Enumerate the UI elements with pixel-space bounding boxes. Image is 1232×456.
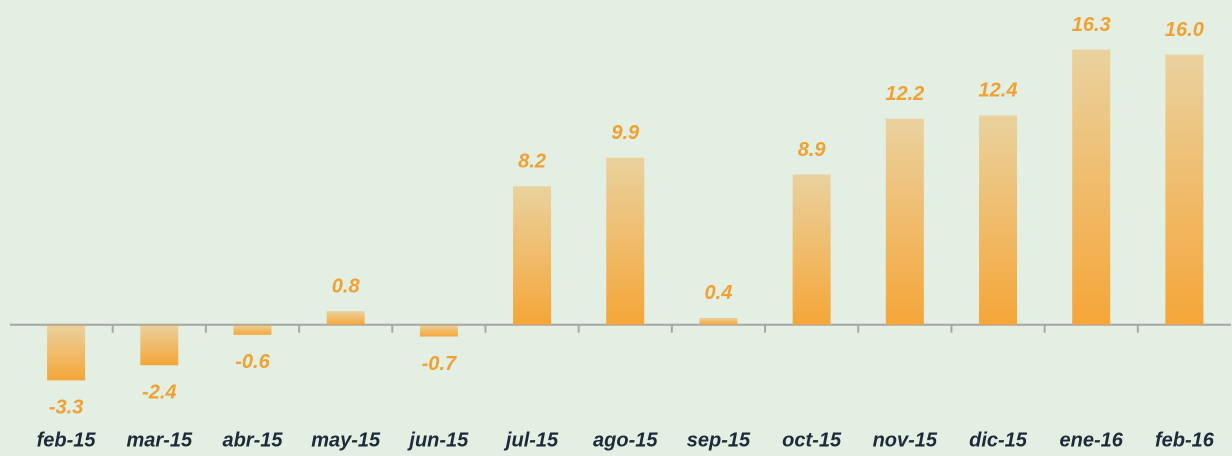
- bar: [1165, 54, 1204, 325]
- bar: [419, 324, 458, 337]
- bar: [606, 157, 645, 325]
- value-label: 16.0: [1165, 19, 1204, 41]
- x-tick-label: mar-15: [126, 429, 192, 451]
- x-tick-label: dic-15: [969, 429, 1028, 451]
- x-tick-label: abr-15: [222, 429, 283, 451]
- value-label: 12.4: [979, 80, 1018, 102]
- value-label: 12.2: [885, 83, 924, 105]
- bar: [699, 317, 738, 325]
- x-tick-label: feb-16: [1155, 429, 1215, 451]
- value-label: -3.3: [49, 397, 83, 419]
- bar: [47, 324, 86, 381]
- value-label: 16.3: [1072, 14, 1111, 36]
- bar: [979, 115, 1018, 325]
- value-label: -0.7: [422, 353, 457, 375]
- x-tick-label: sep-15: [687, 429, 751, 451]
- x-tick-label: ene-16: [1060, 429, 1124, 451]
- value-label: -0.6: [235, 351, 270, 373]
- bar: [1072, 49, 1111, 325]
- x-tick-label: jun-15: [406, 429, 469, 451]
- value-label: 0.8: [332, 275, 361, 297]
- value-label: 0.4: [705, 282, 733, 304]
- bar: [885, 118, 924, 325]
- x-tick-label: may-15: [311, 429, 381, 451]
- x-tick-label: jul-15: [503, 429, 559, 451]
- value-label: -2.4: [142, 382, 176, 404]
- value-label: 8.2: [518, 151, 546, 173]
- x-tick-label: feb-15: [37, 429, 97, 451]
- bar: [792, 174, 831, 325]
- x-tick-label: ago-15: [593, 429, 658, 451]
- value-label: 8.9: [798, 139, 827, 161]
- bar: [513, 186, 552, 325]
- x-tick-label: oct-15: [782, 429, 842, 451]
- bar: [140, 324, 179, 366]
- value-label: 9.9: [611, 122, 640, 144]
- bar: [233, 324, 272, 335]
- x-tick-label: nov-15: [873, 429, 938, 451]
- bar: [326, 311, 365, 325]
